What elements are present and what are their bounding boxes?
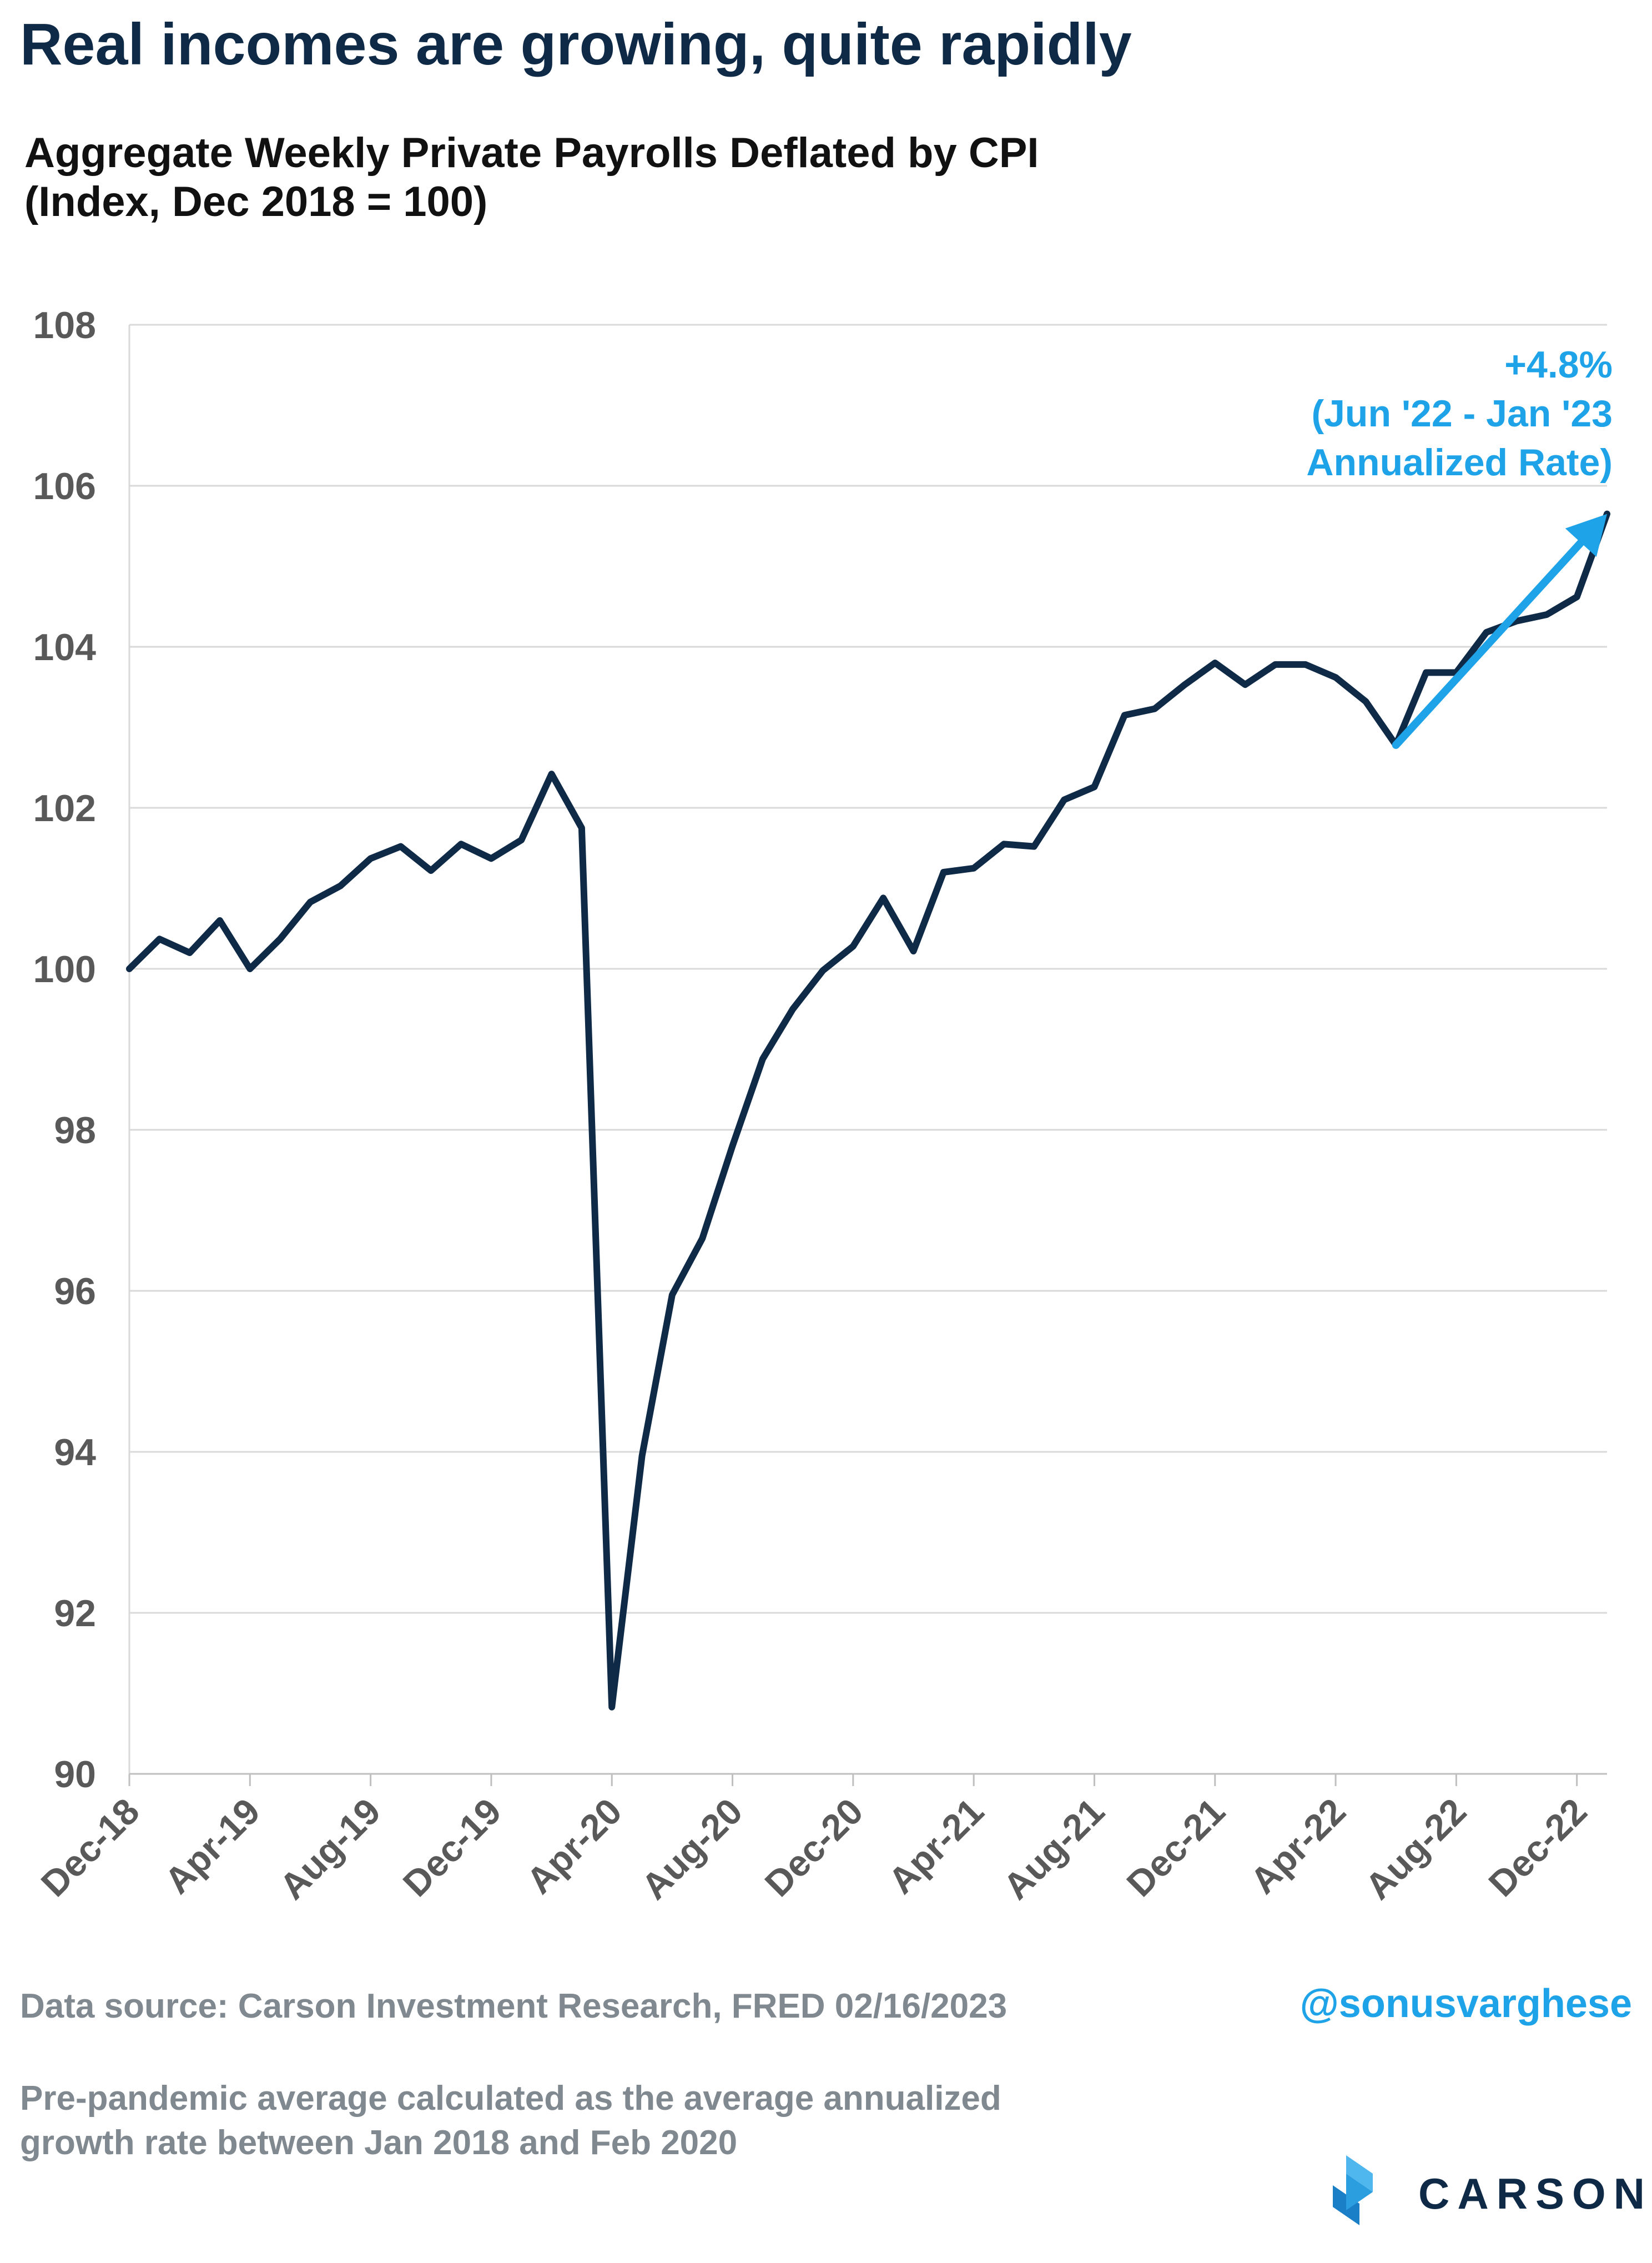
x-tick-label: Aug-21 [995,1791,1112,1907]
grid-lines [129,324,1607,1614]
y-tick-label: 106 [33,465,96,507]
y-tick-label: 102 [33,787,96,829]
chart-title: Aggregate Weekly Private Payrolls Deflat… [24,129,1039,227]
trend-arrow [1392,514,1607,749]
trend-arrow-head [1565,514,1607,557]
x-tick-label: Aug-20 [633,1791,750,1907]
x-tick-label: Dec-22 [1480,1791,1594,1904]
author-handle[interactable]: @sonusvarghese [1300,1982,1632,2026]
y-tick-label: 96 [54,1270,96,1312]
x-tick-label: Apr-21 [880,1791,991,1902]
y-tick-label: 100 [33,948,96,990]
axes [128,325,1607,1786]
y-tick-label: 92 [54,1592,96,1635]
y-tick-label: 94 [54,1431,96,1474]
y-tick-label: 98 [54,1109,96,1151]
x-tick-label: Dec-18 [33,1791,147,1904]
series-line [126,510,1610,1711]
trend-annotation: +4.8% (Jun '22 - Jan '23 Annualized Rate… [1306,344,1613,484]
data-source-footer: Data source: Carson Investment Research,… [20,1987,1008,2025]
methodology-note: Pre-pandemic average calculated as the a… [20,2076,1001,2165]
chart-title-line-2: (Index, Dec 2018 = 100) [24,178,488,225]
annotation-line-2: (Jun '22 - Jan '23 [1311,393,1613,435]
x-tick-label: Dec-21 [1119,1791,1232,1904]
annotation-line-1: +4.8% [1504,344,1613,386]
x-tick-label: Apr-19 [157,1791,268,1902]
carson-wordmark: CARSON [1418,2169,1652,2218]
y-tick-label: 90 [54,1753,96,1796]
trend-arrow-shaft [1392,539,1585,749]
x-tick-label: Apr-22 [1242,1791,1353,1902]
x-tick-label: Aug-19 [271,1791,388,1907]
note-line-2: growth rate between Jan 2018 and Feb 202… [20,2124,738,2162]
series [126,510,1610,1711]
headline: Real incomes are growing, quite rapidly [20,12,1132,77]
x-tick-label: Dec-19 [395,1791,508,1904]
chart-title-line-1: Aggregate Weekly Private Payrolls Deflat… [24,129,1039,177]
y-axis-tick-labels: 90 92 94 96 98 100 102 104 106 108 [33,304,97,1796]
carson-chevron-logo-icon [1333,2155,1373,2225]
note-line-1: Pre-pandemic average calculated as the a… [20,2079,1001,2118]
y-tick-label: 108 [33,304,96,346]
y-tick-label: 104 [33,626,97,668]
x-tick-label: Dec-20 [757,1791,870,1904]
x-tick-label: Aug-22 [1357,1791,1474,1907]
x-axis-tick-labels: Dec-18 Apr-19 Aug-19 Dec-19 Apr-20 Aug-20 Dec-… [33,1791,1595,1907]
carson-logo: CARSON [1321,2149,1645,2232]
annotation-line-3: Annualized Rate) [1306,441,1613,484]
x-tick-label: Apr-20 [518,1791,629,1902]
